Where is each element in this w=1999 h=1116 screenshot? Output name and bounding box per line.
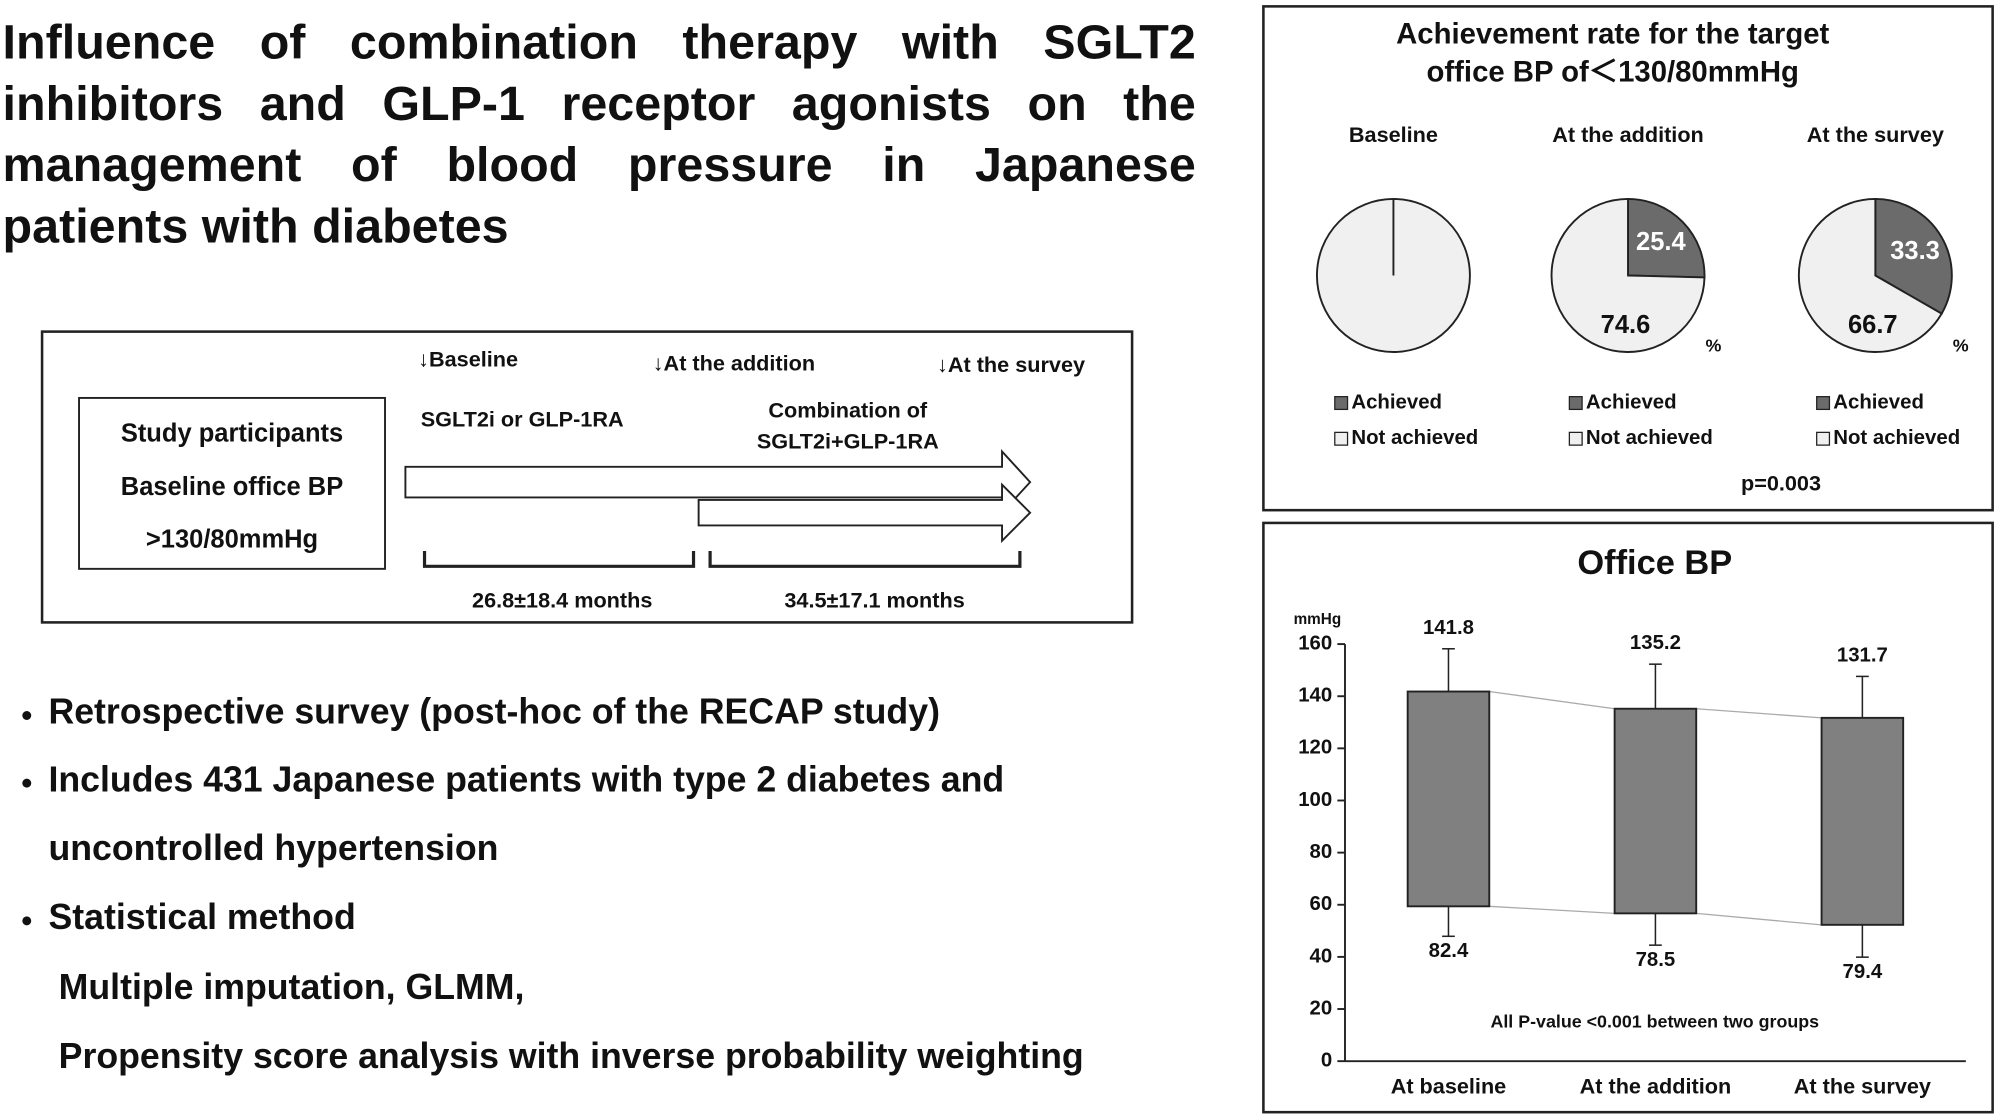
- bracket: [422, 550, 696, 568]
- timeline: Study participants Baseline office BP >1…: [40, 330, 1134, 624]
- x-tick-label: At the survey: [1794, 1074, 1931, 1099]
- bullet-text: Statistical method: [48, 897, 355, 937]
- pie-name: Baseline: [1349, 122, 1438, 147]
- legend-swatch: [1816, 396, 1831, 411]
- bullet-text: uncontrolled hypertension: [48, 828, 498, 868]
- timepoint: ↓At the survey: [937, 352, 1085, 377]
- chart-note: p=0.003: [1741, 470, 1821, 495]
- x-tick-label: At baseline: [1391, 1074, 1507, 1099]
- y-tick-label: 120: [1298, 737, 1332, 759]
- connector: [1696, 708, 1822, 719]
- chart-title: Achievement rate for the target: [1396, 17, 1829, 50]
- main-title: Influence of combination therapy with SG…: [2, 16, 1196, 254]
- pie-name: At the survey: [1807, 122, 1944, 147]
- value-label: 135.2: [1630, 632, 1681, 654]
- connector: [1489, 690, 1615, 710]
- connector: [1696, 912, 1822, 926]
- phase-label: Combination of: [768, 398, 928, 423]
- legend-swatch: [1568, 396, 1583, 411]
- bullet-text: Propensity score analysis with inverse p…: [59, 1036, 1084, 1076]
- legend-label: Not achieved: [1586, 427, 1713, 449]
- timepoint: ↓At the addition: [653, 350, 815, 375]
- bar: [1820, 716, 1905, 926]
- connector: [1489, 905, 1615, 914]
- duration: 26.8±18.4 months: [472, 588, 652, 613]
- chart-title: office BP of＜130/80mmHg: [1427, 56, 1799, 89]
- y-tick-label: 140: [1298, 685, 1332, 707]
- pie-label: 25.4: [1636, 228, 1686, 256]
- bullet-text: Multiple imputation, GLMM,: [59, 967, 525, 1007]
- participants-text: Baseline office BP: [121, 473, 343, 501]
- bullet-list: Retrospective survey (post-hoc of the RE…: [22, 692, 1084, 1076]
- value-label: 79.4: [1843, 961, 1883, 983]
- bullet-dot: [22, 711, 32, 720]
- arrow: [697, 482, 1032, 544]
- pie-panel: [1262, 5, 1994, 512]
- pie-label: 33.3: [1890, 237, 1940, 265]
- bullet-dot: [22, 778, 32, 788]
- legend-label: Achieved: [1586, 391, 1677, 413]
- duration: 34.5±17.1 months: [784, 588, 964, 613]
- y-tick-label: 20: [1310, 997, 1333, 1019]
- y-axis-label: mmHg: [1294, 611, 1342, 628]
- bullet-text: Includes 431 Japanese patients with type…: [48, 759, 1004, 799]
- legend-label: Achieved: [1833, 391, 1924, 413]
- y-tick-label: 60: [1310, 893, 1333, 915]
- y-tick-label: 100: [1298, 789, 1332, 811]
- pie-slice: [1315, 198, 1471, 353]
- bracket: [708, 550, 1022, 568]
- legend-swatch: [1334, 431, 1349, 446]
- unit: %: [1705, 336, 1721, 356]
- pie-slice: [1627, 198, 1706, 279]
- bar-panel: [1262, 521, 1994, 1114]
- y-tick-label: 40: [1310, 945, 1333, 967]
- pie-label: 74.6: [1601, 311, 1651, 339]
- bar: [1613, 707, 1698, 915]
- legend-swatch: [1816, 431, 1831, 446]
- legend-swatch: [1334, 396, 1349, 411]
- pie-slice: [1550, 198, 1706, 353]
- chart-note: All P-value <0.001 between two groups: [1490, 1012, 1819, 1032]
- y-tick-label: 80: [1310, 841, 1333, 863]
- value-label: 131.7: [1837, 644, 1888, 666]
- timepoint: ↓Baseline: [418, 347, 518, 372]
- legend-label: Not achieved: [1833, 427, 1960, 449]
- x-tick-label: At the addition: [1580, 1074, 1732, 1099]
- participants-text: Study participants: [121, 420, 343, 448]
- legend-label: Achieved: [1351, 391, 1442, 413]
- bullet-text: Retrospective survey (post-hoc of the RE…: [48, 692, 940, 732]
- phase-label: SGLT2i+GLP-1RA: [757, 428, 939, 453]
- value-label: 78.5: [1636, 949, 1676, 971]
- title-box: Influence of combination therapy with SG…: [2, 16, 1196, 254]
- value-label: 141.8: [1423, 617, 1474, 639]
- participants-text: >130/80mmHg: [146, 526, 318, 554]
- y-tick-label: 160: [1298, 632, 1332, 654]
- chart-title: Office BP: [1577, 544, 1732, 582]
- bullet-dot: [22, 916, 32, 926]
- unit: %: [1953, 336, 1969, 356]
- legend-swatch: [1568, 431, 1583, 446]
- pie-slice: [1874, 198, 1953, 315]
- pie-slice: [1797, 198, 1943, 353]
- phase-label: SGLT2i or GLP-1RA: [421, 407, 624, 432]
- pie-name: At the addition: [1552, 122, 1704, 147]
- legend-label: Not achieved: [1351, 427, 1478, 449]
- value-label: 82.4: [1429, 940, 1469, 962]
- y-tick-label: 0: [1321, 1050, 1332, 1072]
- bar: [1406, 690, 1491, 908]
- timeline-frame: [40, 330, 1134, 624]
- participants-box: [78, 396, 386, 570]
- pie-label: 66.7: [1848, 311, 1898, 339]
